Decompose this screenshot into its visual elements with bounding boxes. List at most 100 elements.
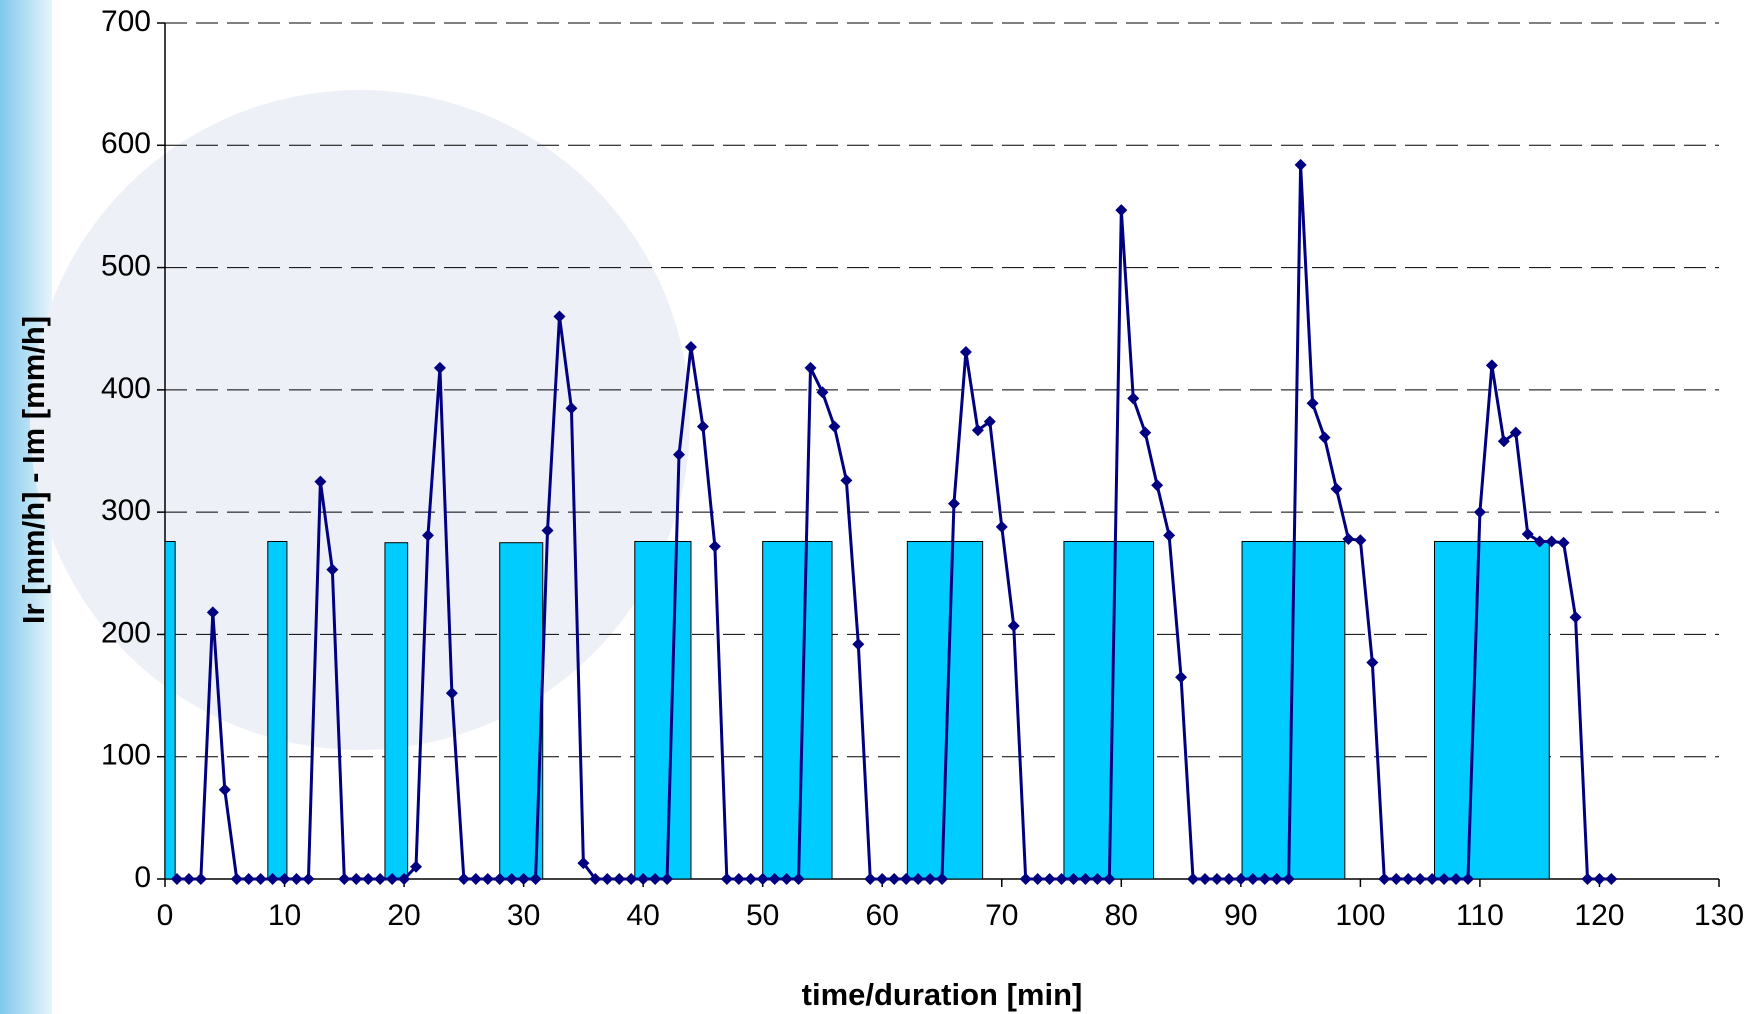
line-marker [1533, 535, 1546, 548]
line-marker [1378, 873, 1391, 885]
line-marker [900, 873, 913, 885]
line-marker [1438, 873, 1451, 885]
line-marker [1605, 873, 1618, 885]
line-marker [983, 415, 996, 428]
x-tick-label: 100 [1335, 899, 1385, 932]
line-marker [1569, 611, 1582, 624]
line-marker [481, 873, 494, 885]
line-marker [182, 873, 195, 885]
line-marker [792, 873, 805, 885]
line-marker [338, 873, 351, 885]
line-marker [242, 873, 255, 885]
line-marker [1306, 397, 1319, 410]
line-marker [756, 873, 769, 885]
line-marker [971, 424, 984, 437]
line-marker [314, 475, 327, 488]
line-marker [457, 873, 470, 885]
x-tick-label: 0 [157, 899, 174, 932]
line-marker [469, 873, 482, 885]
line-marker [326, 563, 339, 576]
x-tick-label: 30 [507, 899, 540, 932]
line-marker [1581, 873, 1594, 885]
line-marker [1390, 873, 1403, 885]
line-marker [1055, 873, 1068, 885]
line-marker [1270, 873, 1283, 885]
line-marker [350, 873, 363, 885]
line-marker [1318, 431, 1331, 444]
line-marker [1091, 873, 1104, 885]
interval-bar [499, 542, 544, 880]
x-tick-label: 120 [1574, 899, 1624, 932]
x-tick-label: 90 [1224, 899, 1257, 932]
line-marker [1175, 671, 1188, 684]
line-marker [254, 873, 267, 885]
x-tick-label: 60 [866, 899, 899, 932]
line-marker [804, 361, 817, 374]
interval-bar [267, 540, 288, 880]
x-tick-label: 110 [1456, 899, 1504, 932]
line-marker [1163, 529, 1176, 542]
y-tick-label: 200 [101, 616, 151, 649]
y-tick-label: 300 [101, 494, 151, 527]
line-marker [505, 873, 518, 885]
line-marker [206, 606, 219, 619]
line-marker [959, 345, 972, 358]
interval-bar [1433, 540, 1550, 880]
line-marker [1282, 873, 1295, 885]
line-marker [230, 873, 243, 885]
line-marker [1497, 435, 1510, 448]
line-marker [732, 873, 745, 885]
x-tick-label: 70 [985, 899, 1018, 932]
y-tick-label: 400 [101, 372, 151, 405]
line-marker [864, 873, 877, 885]
line-marker [684, 341, 697, 354]
line-marker [445, 687, 458, 700]
line-marker [673, 448, 686, 461]
line-marker [386, 873, 399, 885]
line-marker [1222, 873, 1235, 885]
line-marker [936, 873, 948, 885]
line-marker [1139, 426, 1152, 439]
y-tick-label: 500 [101, 249, 151, 282]
line-marker [553, 310, 566, 323]
line-marker [194, 873, 207, 885]
line-marker [1473, 506, 1486, 519]
line-marker [888, 873, 901, 885]
line-marker [995, 520, 1008, 533]
x-tick-label: 20 [387, 899, 420, 932]
line-marker [1127, 392, 1140, 405]
line-marker [876, 873, 889, 885]
line-marker [637, 873, 650, 885]
line-marker [852, 638, 865, 651]
line-marker [565, 402, 578, 415]
y-axis-title: Ir [mm/h] - Im [mm/h] [16, 316, 51, 624]
line-marker [696, 420, 709, 433]
x-tick-label: 130 [1694, 899, 1744, 932]
line-marker [170, 873, 183, 885]
x-axis-title: time/duration [min] [802, 977, 1083, 1012]
line-marker [601, 873, 614, 885]
line-marker [1234, 873, 1247, 885]
line-marker [421, 529, 434, 542]
interval-bar [634, 540, 692, 880]
line-marker [1342, 533, 1355, 546]
line-marker [433, 361, 446, 374]
line-marker [1115, 204, 1128, 217]
line-marker [1414, 873, 1427, 885]
x-tick-label: 10 [268, 899, 301, 932]
line-marker [924, 873, 937, 885]
line-marker [362, 873, 375, 885]
line-marker [410, 860, 423, 873]
line-marker [661, 873, 674, 885]
line-marker [1426, 873, 1439, 885]
line-marker [613, 873, 626, 885]
line-marker [517, 873, 530, 885]
line-marker [1031, 873, 1044, 885]
line-marker [374, 873, 387, 885]
line-marker [1402, 873, 1415, 885]
line-marker [577, 857, 590, 870]
line-marker [1151, 479, 1164, 492]
line-marker [290, 873, 303, 885]
y-tick-label: 700 [101, 5, 151, 38]
